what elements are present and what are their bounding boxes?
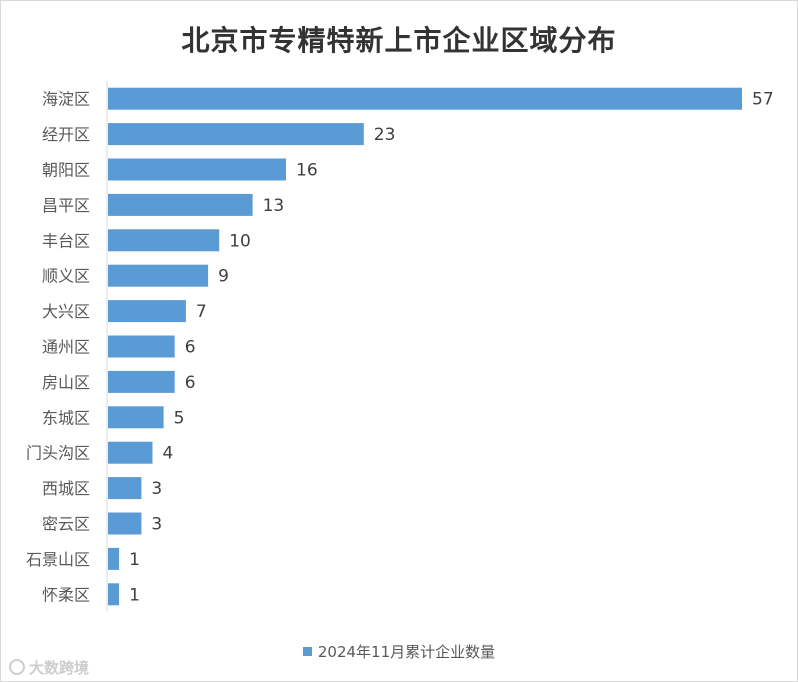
category-label: 顺义区 [42, 267, 90, 286]
bar-昌平区 [108, 193, 253, 216]
bar-海淀区 [108, 87, 742, 110]
data-label: 10 [229, 231, 251, 251]
data-label: 6 [185, 373, 196, 393]
bar-丰台区 [108, 229, 220, 252]
category-label: 房山区 [42, 373, 90, 392]
data-label: 7 [196, 302, 207, 322]
data-label: 13 [263, 196, 285, 216]
watermark-text: 大数跨境 [29, 659, 90, 677]
bar-东城区 [108, 406, 164, 429]
data-label: 6 [185, 338, 196, 358]
data-label: 3 [151, 515, 162, 535]
category-label: 经开区 [42, 125, 90, 144]
bar-西城区 [108, 477, 142, 500]
category-label: 昌平区 [42, 196, 90, 215]
bar-门头沟区 [108, 441, 153, 464]
data-label: 16 [296, 161, 318, 181]
category-label: 朝阳区 [42, 161, 90, 180]
watermark: 大数跨境 [9, 657, 89, 678]
legend-label: 2024年11月累计企业数量 [317, 643, 496, 661]
data-label: 4 [163, 444, 174, 464]
bar-石景山区 [108, 547, 120, 570]
category-label: 通州区 [42, 338, 90, 357]
bar-朝阳区 [108, 158, 286, 181]
bar-怀柔区 [108, 583, 120, 606]
bar-顺义区 [108, 264, 209, 287]
category-label: 西城区 [42, 479, 90, 498]
data-label: 1 [129, 550, 140, 570]
bar-密云区 [108, 512, 142, 535]
category-label: 怀柔区 [42, 585, 90, 604]
data-label: 3 [151, 479, 162, 499]
data-label: 9 [218, 267, 229, 287]
data-label: 5 [174, 408, 185, 428]
data-label: 57 [752, 90, 774, 110]
bar-经开区 [108, 123, 364, 146]
category-label: 密云区 [42, 515, 90, 534]
logo-icon [9, 659, 25, 675]
category-label: 丰台区 [42, 231, 90, 250]
category-label: 东城区 [42, 408, 90, 427]
category-label: 大兴区 [42, 302, 90, 321]
data-label: 1 [129, 585, 140, 605]
bar-房山区 [108, 370, 175, 393]
legend: 2024年11月累计企业数量 [1, 641, 797, 662]
bar-通州区 [108, 335, 175, 358]
legend-swatch [302, 647, 312, 656]
bar-大兴区 [108, 300, 186, 323]
category-label: 石景山区 [26, 550, 90, 569]
category-label: 海淀区 [42, 90, 90, 109]
category-label: 门头沟区 [26, 444, 90, 463]
chart-title: 北京市专精特新上市企业区域分布 [181, 24, 617, 57]
data-label: 23 [374, 125, 396, 145]
